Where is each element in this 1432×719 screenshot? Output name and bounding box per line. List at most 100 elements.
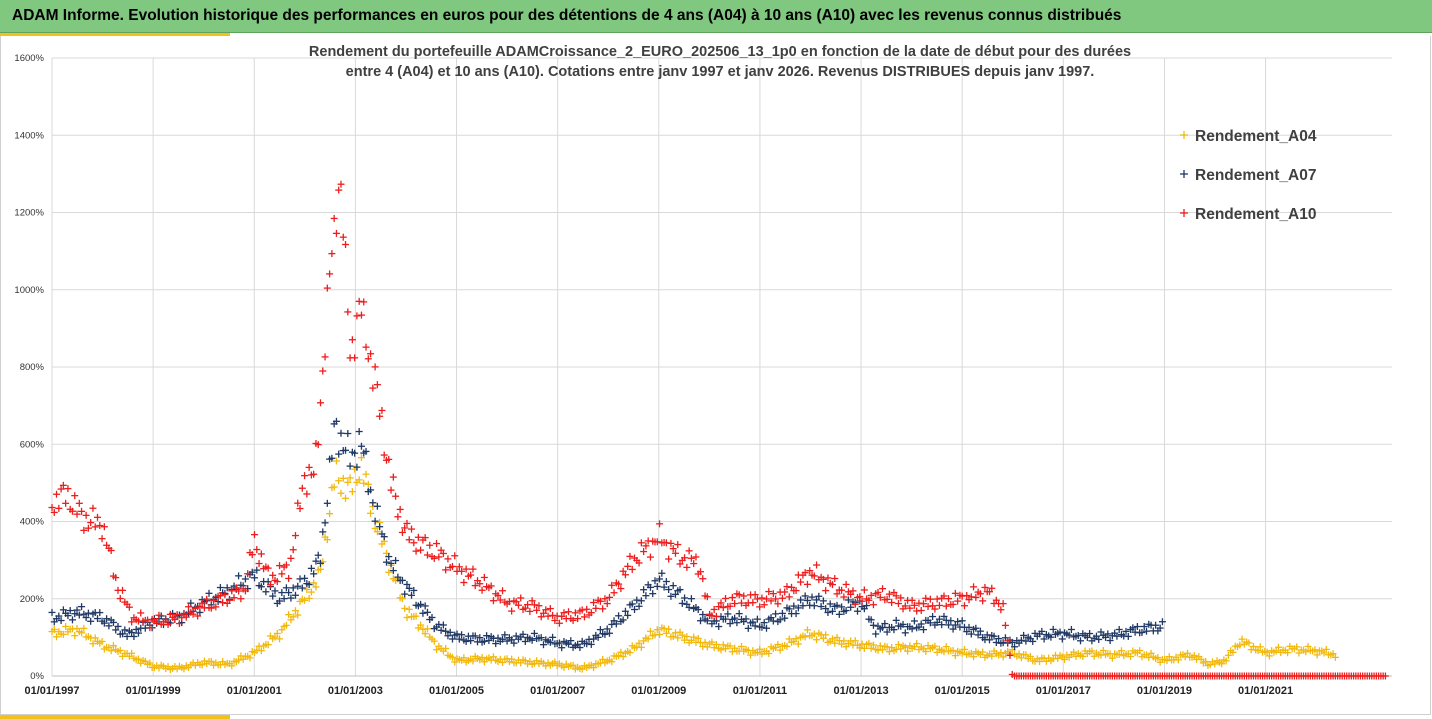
marker-Rendement_A07 (376, 523, 384, 531)
marker-Rendement_A07 (628, 600, 636, 608)
marker-Rendement_A10 (940, 592, 948, 600)
marker-Rendement_A07 (785, 605, 793, 613)
marker-Rendement_A10 (469, 565, 477, 573)
marker-Rendement_A04 (271, 633, 279, 641)
marker-Rendement_A10 (194, 612, 202, 620)
marker-Rendement_A04 (794, 640, 802, 648)
marker-Rendement_A10 (810, 572, 818, 580)
marker-Rendement_A04 (332, 457, 340, 465)
marker-Rendement_A04 (1174, 656, 1182, 664)
marker-Rendement_A07 (678, 599, 686, 607)
marker-Rendement_A10 (442, 566, 450, 574)
marker-Rendement_A07 (947, 617, 955, 625)
marker-Rendement_A10 (676, 560, 684, 568)
marker-Rendement_A04 (305, 594, 313, 602)
marker-Rendement_A07 (480, 637, 488, 645)
legend-item-Rendement_A07: Rendement_A07 (1180, 167, 1316, 184)
marker-Rendement_A07 (130, 632, 138, 640)
marker-Rendement_A04 (865, 639, 873, 647)
marker-Rendement_A07 (132, 625, 140, 633)
legend-marker (1180, 131, 1188, 139)
marker-Rendement_A04 (460, 654, 468, 662)
marker-Rendement_A04 (801, 633, 809, 641)
marker-Rendement_A04 (653, 626, 661, 634)
marker-Rendement_A10 (972, 593, 980, 601)
x-tick-label: 01/01/2013 (834, 685, 889, 697)
series-Rendement_A10 (48, 180, 1389, 680)
marker-Rendement_A04 (1115, 650, 1123, 658)
marker-Rendement_A07 (587, 640, 595, 648)
marker-Rendement_A04 (430, 637, 438, 645)
marker-Rendement_A07 (1138, 628, 1146, 636)
chart-title-line-2: entre 4 (A04) et 10 ans (A10). Cotations… (346, 64, 1095, 80)
marker-Rendement_A07 (109, 618, 117, 626)
marker-Rendement_A07 (567, 637, 575, 645)
marker-Rendement_A10 (885, 590, 893, 598)
x-tick-label: 01/01/2011 (733, 685, 787, 697)
marker-Rendement_A04 (831, 639, 839, 647)
marker-Rendement_A10 (608, 581, 616, 589)
marker-Rendement_A07 (262, 588, 270, 596)
marker-Rendement_A04 (348, 488, 356, 496)
marker-Rendement_A04 (701, 638, 709, 646)
marker-Rendement_A07 (667, 592, 675, 600)
marker-Rendement_A10 (842, 580, 850, 588)
marker-Rendement_A07 (731, 614, 739, 622)
marker-Rendement_A10 (1381, 672, 1389, 680)
marker-Rendement_A07 (972, 624, 980, 632)
marker-Rendement_A10 (574, 615, 582, 623)
marker-Rendement_A10 (945, 595, 953, 603)
marker-Rendement_A07 (271, 587, 279, 595)
marker-Rendement_A10 (323, 284, 331, 292)
series-Rendement_A04 (48, 454, 1339, 674)
marker-Rendement_A07 (351, 449, 359, 457)
marker-Rendement_A07 (442, 627, 450, 635)
marker-Rendement_A10 (703, 593, 711, 601)
marker-Rendement_A10 (62, 499, 70, 507)
marker-Rendement_A04 (1108, 654, 1116, 662)
accent-bar-top (0, 33, 230, 36)
marker-Rendement_A07 (824, 609, 832, 617)
legend-item-Rendement_A10: Rendement_A10 (1180, 206, 1316, 223)
marker-Rendement_A07 (355, 428, 363, 436)
marker-Rendement_A07 (387, 559, 395, 567)
legend: Rendement_A04 Rendement_A07 Rendement_A10 (1180, 128, 1317, 223)
marker-Rendement_A10 (476, 580, 484, 588)
x-tick-label: 01/01/2007 (530, 685, 585, 697)
marker-Rendement_A07 (385, 553, 393, 561)
marker-Rendement_A10 (571, 609, 579, 617)
marker-Rendement_A10 (155, 611, 163, 619)
marker-Rendement_A10 (278, 570, 286, 578)
marker-Rendement_A04 (1154, 654, 1162, 662)
marker-Rendement_A07 (291, 591, 299, 599)
marker-Rendement_A07 (1129, 624, 1137, 632)
marker-Rendement_A10 (119, 586, 127, 594)
axes: 0% 200% 400% 600% 800% 1000% 1200% 1400% 1600% 01… (14, 53, 1392, 697)
marker-Rendement_A10 (526, 607, 534, 615)
marker-Rendement_A10 (692, 553, 700, 561)
marker-Rendement_A10 (353, 312, 361, 320)
marker-Rendement_A07 (799, 602, 807, 610)
marker-Rendement_A07 (392, 557, 400, 565)
marker-Rendement_A10 (328, 250, 336, 258)
marker-Rendement_A04 (1026, 652, 1034, 660)
marker-Rendement_A10 (348, 336, 356, 344)
marker-Rendement_A04 (1061, 655, 1069, 663)
marker-Rendement_A10 (137, 609, 145, 617)
marker-Rendement_A07 (483, 632, 491, 640)
marker-Rendement_A07 (1133, 623, 1141, 631)
marker-Rendement_A04 (198, 661, 206, 669)
marker-Rendement_A07 (558, 644, 566, 652)
marker-Rendement_A10 (230, 594, 238, 602)
marker-Rendement_A04 (1254, 647, 1262, 655)
marker-Rendement_A10 (762, 595, 770, 603)
marker-Rendement_A04 (960, 645, 968, 653)
marker-Rendement_A07 (819, 597, 827, 605)
marker-Rendement_A10 (225, 596, 233, 604)
marker-Rendement_A10 (305, 463, 313, 471)
marker-Rendement_A04 (708, 638, 716, 646)
marker-Rendement_A10 (210, 596, 218, 604)
banner-title: ADAM Informe. Evolution historique des p… (12, 7, 1122, 24)
marker-Rendement_A04 (317, 565, 325, 573)
marker-Rendement_A10 (289, 546, 297, 554)
